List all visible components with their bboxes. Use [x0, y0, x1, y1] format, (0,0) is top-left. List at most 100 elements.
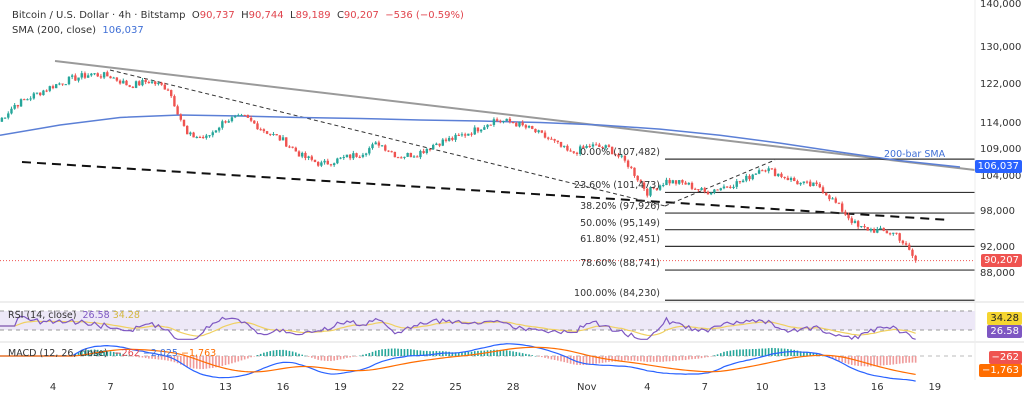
candle[interactable]: [505, 118, 508, 121]
candle[interactable]: [508, 118, 512, 122]
candle[interactable]: [163, 84, 167, 90]
candle[interactable]: [614, 154, 617, 156]
candle[interactable]: [122, 80, 125, 84]
candle[interactable]: [556, 140, 560, 142]
candle[interactable]: [693, 188, 697, 190]
candle[interactable]: [358, 156, 361, 158]
candle[interactable]: [409, 152, 413, 158]
candle[interactable]: [499, 120, 502, 122]
candle[interactable]: [479, 129, 483, 132]
candle[interactable]: [652, 187, 655, 189]
candle[interactable]: [860, 226, 863, 228]
candle[interactable]: [377, 142, 381, 146]
candle[interactable]: [355, 153, 358, 157]
candle[interactable]: [812, 182, 815, 187]
candle[interactable]: [83, 73, 87, 78]
candle[interactable]: [668, 179, 671, 184]
candle[interactable]: [61, 83, 64, 85]
candle[interactable]: [834, 198, 837, 203]
candle[interactable]: [368, 148, 371, 154]
candle[interactable]: [467, 133, 470, 136]
candle[interactable]: [575, 152, 579, 154]
candle[interactable]: [793, 177, 796, 182]
candle[interactable]: [141, 79, 144, 86]
candle[interactable]: [623, 155, 627, 161]
candle[interactable]: [90, 73, 93, 76]
candle[interactable]: [288, 146, 291, 148]
candle[interactable]: [908, 244, 911, 250]
candle[interactable]: [898, 233, 901, 241]
candle[interactable]: [515, 123, 518, 127]
candle[interactable]: [911, 249, 914, 256]
candle[interactable]: [847, 214, 850, 219]
candle[interactable]: [106, 72, 109, 77]
candle[interactable]: [400, 157, 403, 159]
candle[interactable]: [227, 121, 230, 123]
candle[interactable]: [237, 115, 240, 117]
candle[interactable]: [173, 96, 176, 107]
candle[interactable]: [10, 108, 13, 114]
candle[interactable]: [671, 180, 675, 184]
candle[interactable]: [118, 80, 122, 84]
candle[interactable]: [275, 134, 278, 136]
candle[interactable]: [13, 105, 16, 109]
candle[interactable]: [131, 86, 135, 88]
candle[interactable]: [738, 181, 742, 183]
candle[interactable]: [892, 232, 895, 234]
candle[interactable]: [185, 125, 189, 135]
candle[interactable]: [125, 80, 128, 86]
candle[interactable]: [789, 177, 793, 181]
lower-dashed-trendline[interactable]: [21, 161, 951, 221]
candle[interactable]: [904, 243, 908, 245]
sma-legend[interactable]: SMA (200, close) 106,037: [12, 25, 144, 36]
candle[interactable]: [390, 151, 393, 153]
candle[interactable]: [840, 203, 844, 212]
candle[interactable]: [352, 153, 355, 159]
candle[interactable]: [154, 81, 157, 85]
candle[interactable]: [486, 124, 489, 128]
candle[interactable]: [74, 75, 77, 81]
candle[interactable]: [850, 218, 853, 223]
candle[interactable]: [441, 139, 444, 146]
candle[interactable]: [757, 170, 761, 174]
candle[interactable]: [403, 156, 406, 158]
candle[interactable]: [799, 182, 802, 185]
candle[interactable]: [272, 134, 275, 136]
candle[interactable]: [741, 180, 745, 183]
candle[interactable]: [217, 127, 221, 131]
candle[interactable]: [176, 106, 179, 115]
candle[interactable]: [620, 155, 623, 157]
candle[interactable]: [42, 90, 45, 96]
candle[interactable]: [547, 137, 550, 139]
candle[interactable]: [665, 179, 668, 186]
candle[interactable]: [732, 186, 735, 189]
candle[interactable]: [432, 145, 435, 150]
candle[interactable]: [805, 181, 809, 183]
candle[interactable]: [134, 81, 138, 88]
candle[interactable]: [70, 75, 74, 77]
candle[interactable]: [269, 133, 272, 135]
candle[interactable]: [777, 173, 780, 176]
candle[interactable]: [745, 175, 748, 181]
candle[interactable]: [518, 122, 521, 127]
candle[interactable]: [201, 137, 205, 139]
candle[interactable]: [540, 130, 544, 133]
candle[interactable]: [48, 86, 52, 91]
candle[interactable]: [182, 119, 186, 126]
rsi-legend[interactable]: RSI (14, close) 26.58 34.28: [8, 310, 140, 321]
candle[interactable]: [447, 137, 451, 141]
candle[interactable]: [901, 240, 905, 244]
candle[interactable]: [23, 99, 26, 101]
candle[interactable]: [332, 163, 336, 166]
candle[interactable]: [511, 121, 515, 124]
candle[interactable]: [703, 188, 706, 192]
candle[interactable]: [54, 84, 58, 89]
candle[interactable]: [725, 186, 729, 188]
candle[interactable]: [281, 137, 285, 141]
candle[interactable]: [422, 151, 425, 154]
candle[interactable]: [553, 139, 556, 141]
candle[interactable]: [566, 145, 569, 151]
candle[interactable]: [770, 168, 774, 170]
candle[interactable]: [809, 181, 812, 187]
candle[interactable]: [323, 160, 326, 163]
